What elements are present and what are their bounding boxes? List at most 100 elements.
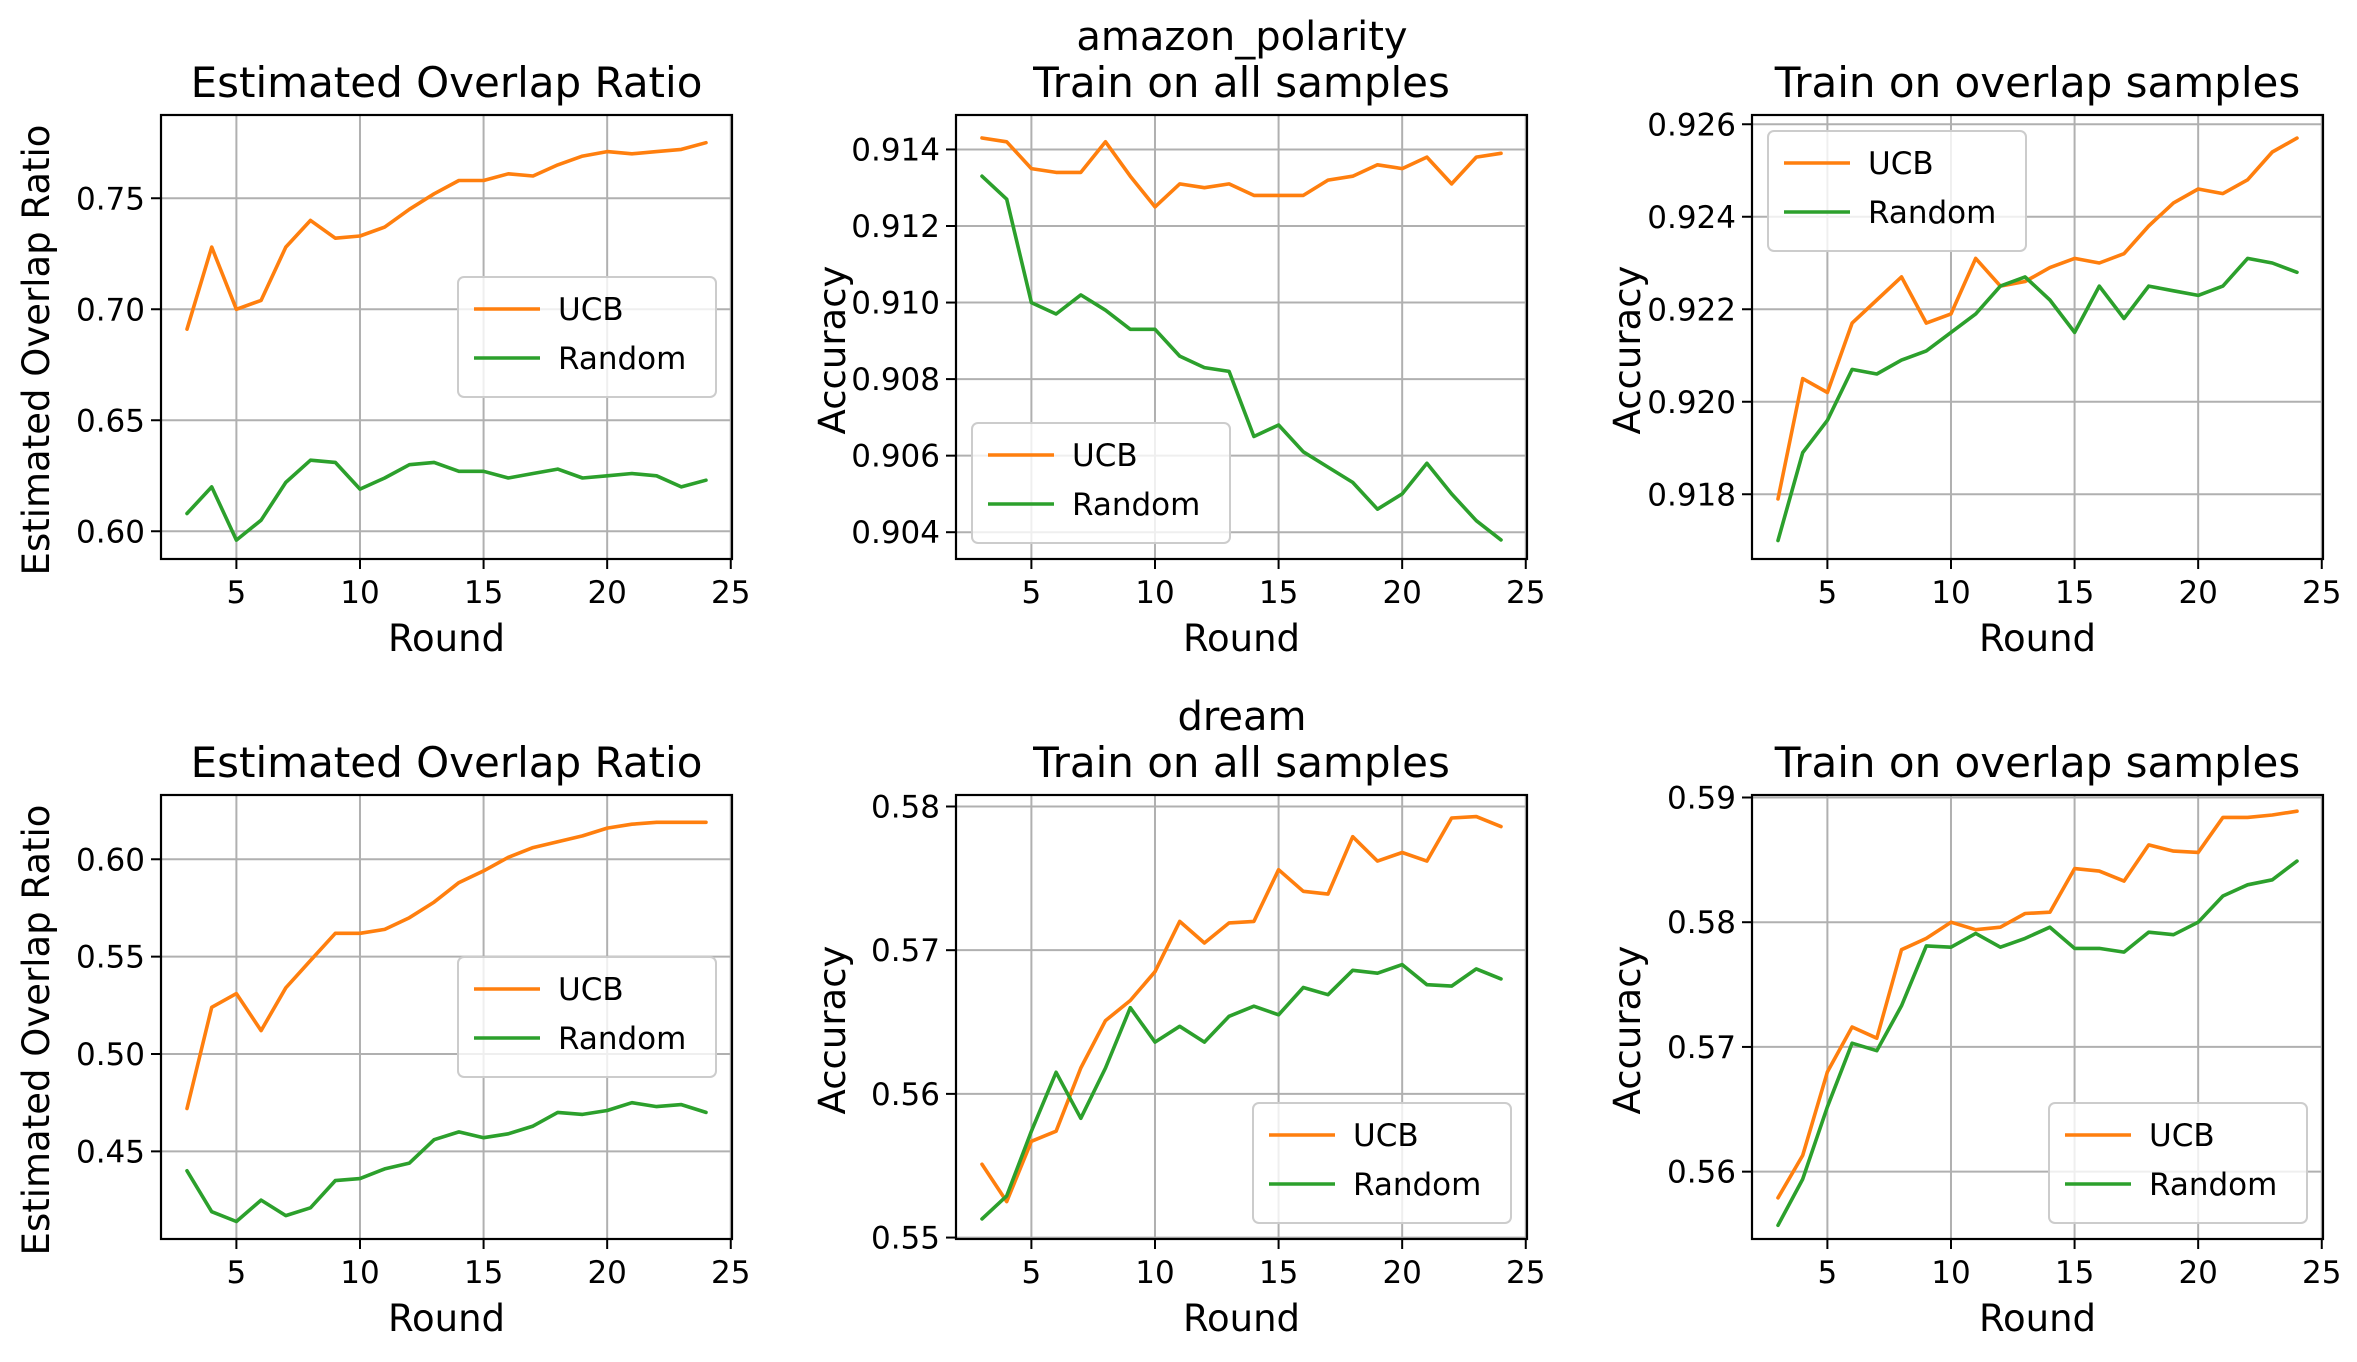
x-tick-label: 15 — [2055, 575, 2094, 611]
plot-frame — [954, 793, 1529, 1241]
x-tick-label: 15 — [1259, 1255, 1298, 1291]
y-axis-label: Estimated Overlap Ratio — [15, 125, 58, 576]
y-tick-label: 0.908 — [851, 362, 940, 398]
x-tick-label: 25 — [711, 575, 750, 611]
series-line-ucb — [1776, 136, 2299, 501]
x-axis-label: Round — [1183, 617, 1300, 660]
y-tick-label: 0.910 — [851, 286, 940, 322]
x-axis-label: Round — [388, 617, 505, 660]
legend-label: Random — [1353, 1167, 1481, 1203]
x-tick-label: 20 — [587, 1255, 626, 1291]
x-tick-label: 25 — [711, 1255, 750, 1291]
subplot-title: Estimated Overlap Ratio — [191, 738, 703, 787]
plot-frame — [159, 793, 734, 1241]
subplot-2: 5 10 15 20 25 0.904 0.906 0.908 0.910 0.912 0.914 T… — [811, 58, 1545, 660]
series-line-random — [980, 174, 1503, 542]
y-tick-label: 0.65 — [76, 403, 145, 439]
y-tick-label: 0.918 — [1647, 477, 1736, 513]
y-tick-label: 0.50 — [76, 1037, 145, 1073]
legend: UCB Random — [1252, 1102, 1512, 1224]
x-tick-label: 10 — [340, 575, 379, 611]
x-tick-label: 5 — [227, 575, 247, 611]
x-axis-label: Round — [388, 1297, 505, 1340]
x-tick-label: 20 — [2178, 575, 2217, 611]
legend: UCB Random — [457, 956, 717, 1078]
y-tick-label: 0.55 — [76, 940, 145, 976]
x-tick-label: 25 — [2302, 1255, 2341, 1291]
series-line-ucb — [1776, 809, 2299, 1200]
y-tick-label: 0.912 — [851, 209, 940, 245]
legend-label: UCB — [2149, 1118, 2215, 1154]
legend: UCB Random — [971, 422, 1231, 544]
subplot-title: Train on all samples — [1032, 58, 1450, 107]
legend-box — [971, 422, 1231, 544]
series-line-ucb — [185, 140, 708, 332]
y-tick-label: 0.58 — [1667, 905, 1736, 941]
subplot-5: 5 10 15 20 25 0.55 0.56 0.57 0.58 Train on all sa… — [811, 738, 1545, 1340]
y-axis-label: Accuracy — [811, 266, 854, 435]
legend-label: UCB — [558, 292, 624, 328]
series-line-ucb — [980, 136, 1503, 209]
x-tick-label: 5 — [227, 1255, 247, 1291]
legend-label: UCB — [558, 972, 624, 1008]
plot-frame — [159, 113, 734, 561]
x-tick-label: 10 — [1135, 575, 1174, 611]
plot-frame — [954, 113, 1529, 561]
series-line-random — [1776, 256, 2299, 543]
subplot-title: Train on all samples — [1032, 738, 1450, 787]
x-tick-label: 5 — [1022, 1255, 1042, 1291]
legend-label: Random — [558, 1021, 686, 1057]
series-line-ucb — [185, 820, 708, 1111]
subplot-title: Estimated Overlap Ratio — [191, 58, 703, 107]
y-tick-label: 0.924 — [1647, 200, 1736, 236]
x-tick-label: 15 — [2055, 1255, 2094, 1291]
y-axis-label: Accuracy — [811, 946, 854, 1115]
legend: UCB Random — [457, 276, 717, 398]
x-tick-label: 10 — [1135, 1255, 1174, 1291]
series-line-random — [980, 962, 1503, 1221]
y-tick-label: 0.58 — [871, 789, 940, 825]
x-tick-label: 25 — [1506, 1255, 1545, 1291]
y-axis-label: Accuracy — [1606, 946, 1649, 1115]
series-line-random — [185, 1100, 708, 1224]
x-tick-label: 15 — [1259, 575, 1298, 611]
y-axis-label: Estimated Overlap Ratio — [15, 805, 58, 1256]
y-tick-label: 0.45 — [76, 1134, 145, 1170]
legend-box — [1767, 130, 2027, 252]
y-tick-label: 0.55 — [871, 1221, 940, 1257]
x-tick-label: 15 — [464, 1255, 503, 1291]
x-tick-label: 10 — [1931, 575, 1970, 611]
y-axis-label: Accuracy — [1606, 266, 1649, 435]
series-line-random — [185, 458, 708, 542]
legend-label: Random — [1868, 195, 1996, 231]
x-tick-label: 20 — [2178, 1255, 2217, 1291]
legend-box — [2048, 1102, 2308, 1224]
x-tick-label: 10 — [1931, 1255, 1970, 1291]
y-tick-label: 0.57 — [1667, 1030, 1736, 1066]
legend-label: Random — [1072, 487, 1200, 523]
subplot-3: 5 10 15 20 25 0.918 0.920 0.922 0.924 0.926 Train … — [1606, 58, 2341, 660]
legend-label: UCB — [1868, 146, 1934, 182]
subplot-4: 5 10 15 20 25 0.45 0.50 0.55 0.60 Estimated Overl… — [15, 738, 750, 1340]
x-axis-label: Round — [1979, 617, 2096, 660]
y-tick-label: 0.920 — [1647, 385, 1736, 421]
plot-frame — [1750, 793, 2325, 1241]
x-tick-label: 20 — [587, 575, 626, 611]
plot-frame — [1750, 113, 2325, 561]
subplot-title: Train on overlap samples — [1774, 738, 2300, 787]
legend-box — [1252, 1102, 1512, 1224]
row-title-dream: dream — [1177, 694, 1306, 740]
x-tick-label: 20 — [1382, 1255, 1421, 1291]
legend-box — [457, 276, 717, 398]
subplot-title: Train on overlap samples — [1774, 58, 2300, 107]
x-tick-label: 20 — [1382, 575, 1421, 611]
series-line-random — [1776, 859, 2299, 1228]
x-axis-label: Round — [1979, 1297, 2096, 1340]
subplot-6: 5 10 15 20 25 0.56 0.57 0.58 0.59 Train on overla… — [1606, 738, 2341, 1340]
legend-box — [457, 956, 717, 1078]
x-tick-label: 25 — [2302, 575, 2341, 611]
y-tick-label: 0.60 — [76, 514, 145, 550]
y-tick-label: 0.57 — [871, 933, 940, 969]
